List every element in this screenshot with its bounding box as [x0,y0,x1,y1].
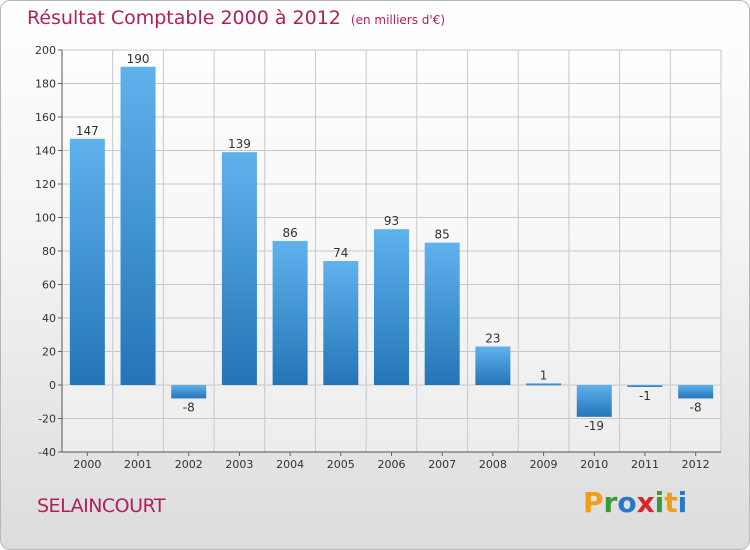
x-tick-label-2004: 2004 [276,458,304,471]
proxiti-logo: Proxiti [583,486,687,519]
x-tick-label-2011: 2011 [631,458,659,471]
value-label-2008: 23 [485,331,500,345]
y-tick-label: -40 [38,446,56,459]
bar-2005 [323,261,359,385]
bar-2011 [627,385,663,387]
x-tick-label-2007: 2007 [428,458,456,471]
y-tick-label: 200 [35,44,56,57]
logo-letter: r [603,486,618,519]
bar-2001 [120,66,156,385]
y-tick-label: 100 [35,212,56,225]
bar-2002 [171,385,207,399]
x-tick-label-2003: 2003 [225,458,253,471]
x-tick-label-2006: 2006 [378,458,406,471]
value-label-2002: -8 [183,400,195,414]
bar-2000 [69,138,105,385]
bar-2012 [678,385,714,399]
bar-2008 [475,346,511,385]
y-tick-label: 160 [35,111,56,124]
bar-2007 [424,242,460,385]
bar-2006 [374,229,409,385]
x-tick-label-2005: 2005 [327,458,355,471]
y-tick-label: 140 [35,145,56,158]
value-label-2007: 85 [435,228,450,242]
logo-letter: i [677,486,688,519]
value-label-2009: 1 [540,368,548,382]
value-label-2012: -8 [690,400,702,414]
value-label-2010: -19 [584,419,604,433]
logo-letter: x [636,486,655,519]
value-label-2005: 74 [333,246,348,260]
x-tick-label-2001: 2001 [124,458,152,471]
y-tick-label: 60 [42,279,56,292]
bar-2003 [221,152,257,385]
bar-2004 [272,240,308,385]
value-label-2003: 139 [228,137,251,151]
x-tick-label-2008: 2008 [479,458,507,471]
value-label-2001: 190 [127,52,150,66]
logo-letter: t [664,486,678,519]
logo-letter: P [583,486,604,519]
value-label-2004: 86 [282,226,297,240]
logo-letter: o [617,486,637,519]
x-tick-label-2009: 2009 [530,458,558,471]
x-tick-label-2012: 2012 [682,458,710,471]
chart-unit: (en milliers d'€) [350,13,446,27]
value-label-2011: -1 [639,389,651,403]
chart-title-text: Résultat Comptable 2000 à 2012 [27,7,341,29]
y-tick-label: 80 [42,245,56,258]
y-tick-label: 180 [35,78,56,91]
bar-2010 [576,385,612,417]
y-tick-label: -20 [38,413,56,426]
x-tick-label-2010: 2010 [580,458,608,471]
y-tick-label: 0 [49,379,56,392]
x-tick-label-2002: 2002 [175,458,203,471]
x-tick-label-2000: 2000 [73,458,101,471]
value-label-2006: 93 [384,214,399,228]
value-label-2000: 147 [76,124,99,138]
commune-name: SELAINCOURT [37,495,165,517]
bar-2009 [526,383,562,386]
y-tick-label: 120 [35,178,56,191]
y-tick-label: 20 [42,346,56,359]
logo-letter: i [654,486,665,519]
chart-title: Résultat Comptable 2000 à 2012 (en millie… [27,7,445,29]
y-tick-label: 40 [42,312,56,325]
